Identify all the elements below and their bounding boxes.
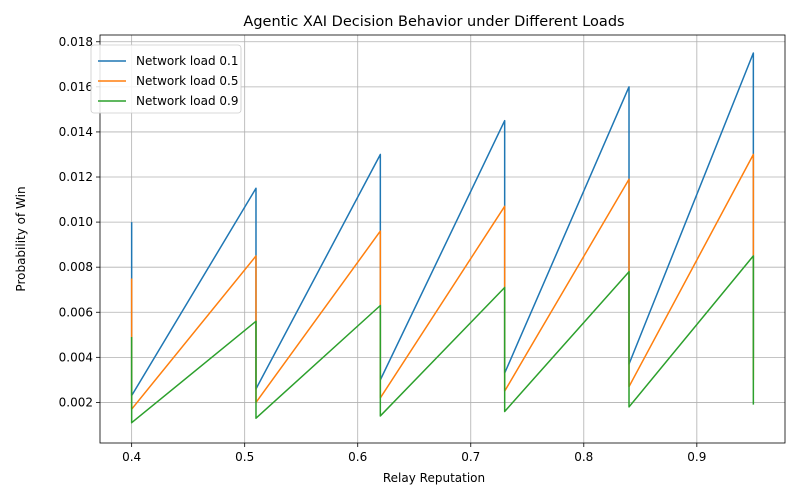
legend: Network load 0.1 Network load 0.5 Network … [90,44,242,114]
legend-box [90,44,242,114]
y-tick-label: 0.008 [59,260,93,274]
series-line-1 [130,52,755,397]
x-tick-label: 0.6 [348,450,367,464]
series-layer [130,52,755,424]
x-tick-label: 0.5 [235,450,254,464]
legend-label: Network load 0.5 [136,74,238,88]
y-tick-label: 0.016 [59,80,93,94]
x-tick-label: 0.9 [687,450,706,464]
y-tick-label: 0.012 [59,170,93,184]
chart-title: Agentic XAI Decision Behavior under Diff… [243,14,624,30]
x-tick-label: 0.7 [461,450,480,464]
y-tick-label: 0.002 [59,395,93,409]
series-line-2 [130,153,755,410]
x-axis: 0.4 0.5 0.6 0.7 0.8 0.9 [122,443,706,464]
series-line-3 [130,255,755,424]
y-tick-label: 0.010 [59,215,93,229]
grid [100,35,785,443]
legend-label: Network load 0.9 [136,94,238,108]
y-tick-label: 0.004 [59,350,93,364]
y-axis: 0.002 0.004 0.006 0.008 0.010 0.012 0.014 0.016… [59,35,100,409]
y-tick-label: 0.018 [59,35,93,49]
x-tick-label: 0.4 [122,450,141,464]
legend-label: Network load 0.1 [136,54,238,68]
y-tick-label: 0.014 [59,125,93,139]
x-axis-label: Relay Reputation [383,471,485,485]
x-tick-label: 0.8 [574,450,593,464]
y-tick-label: 0.006 [59,305,93,319]
plot-frame [99,34,786,444]
y-axis-label: Probability of Win [14,186,28,291]
